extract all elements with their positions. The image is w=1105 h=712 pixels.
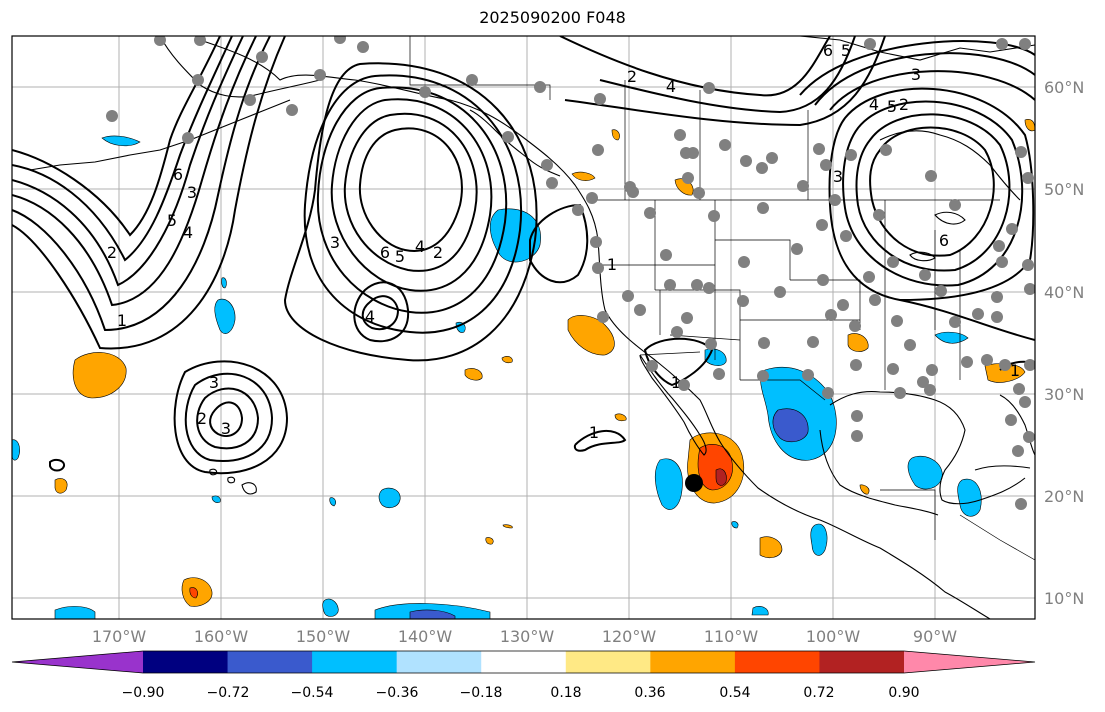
contour-label: 2 bbox=[197, 409, 207, 428]
contour-label: 1 bbox=[589, 423, 599, 442]
lat-label: 60°N bbox=[1044, 78, 1084, 97]
contour-label: 3 bbox=[833, 167, 843, 186]
lat-labels: 60°N 50°N 40°N 30°N 20°N 10°N bbox=[1044, 78, 1084, 608]
lon-labels: 170°W 160°W 150°W 140°W 130°W 120°W 110°… bbox=[92, 627, 957, 646]
lat-label: 20°N bbox=[1044, 487, 1084, 506]
contour-label: 5 bbox=[167, 211, 177, 230]
contour-label: 6 bbox=[939, 231, 949, 250]
lon-label: 160°W bbox=[194, 627, 249, 646]
contour-label: 3 bbox=[221, 419, 231, 438]
colorbar-segment bbox=[227, 651, 313, 673]
station-markers bbox=[106, 36, 1035, 510]
contour-label: 6 bbox=[380, 243, 390, 262]
contour-label: 5 bbox=[395, 247, 405, 266]
contour-label: 3 bbox=[187, 183, 197, 202]
lon-label: 170°W bbox=[92, 627, 147, 646]
lat-label: 30°N bbox=[1044, 385, 1084, 404]
lon-label: 110°W bbox=[704, 627, 759, 646]
colorbar-tick: 0.18 bbox=[550, 685, 581, 701]
colorbar-segment bbox=[819, 651, 905, 673]
colorbar-tick: −0.36 bbox=[376, 685, 419, 701]
contour-label: 6 bbox=[823, 41, 833, 60]
colorbar-tick: 0.90 bbox=[888, 685, 919, 701]
lat-label: 40°N bbox=[1044, 283, 1084, 302]
contour-lines bbox=[12, 36, 1035, 475]
colorbar-segment bbox=[396, 651, 482, 673]
lon-label: 100°W bbox=[806, 627, 861, 646]
contour-label: 4 bbox=[869, 95, 879, 114]
contour-label: 2 bbox=[433, 243, 443, 262]
colorbar-ticks: −0.90 −0.72 −0.54 −0.36 −0.18 0.18 0.36 … bbox=[122, 685, 920, 701]
contour-label: 3 bbox=[209, 373, 219, 392]
contour-label: 1 bbox=[117, 311, 127, 330]
map-title: 2025090200 F048 bbox=[479, 8, 626, 27]
map-area: 6 5 4 3 2 1 3 6 5 4 2 4 3 2 3 1 1 1 6 5 … bbox=[12, 36, 1035, 619]
contour-label: 2 bbox=[899, 95, 909, 114]
contour-label: 2 bbox=[627, 67, 637, 86]
contour-label: 3 bbox=[330, 233, 340, 252]
colorbar-tick: −0.54 bbox=[291, 685, 334, 701]
lon-label: 140°W bbox=[398, 627, 453, 646]
lon-label: 90°W bbox=[913, 627, 957, 646]
lon-label: 120°W bbox=[602, 627, 657, 646]
colorbar-tick: −0.72 bbox=[207, 685, 250, 701]
colorbar-segment bbox=[143, 651, 229, 673]
map-frame bbox=[11, 35, 1036, 620]
contour-label: 5 bbox=[841, 41, 851, 60]
contour-label: 4 bbox=[415, 237, 425, 256]
lon-label: 130°W bbox=[500, 627, 555, 646]
colorbar bbox=[11, 650, 1036, 674]
contour-label: 1 bbox=[607, 255, 617, 274]
colorbar-tick: 0.36 bbox=[634, 685, 665, 701]
contour-label: 4 bbox=[666, 77, 676, 96]
colorbar-extend-high bbox=[904, 651, 1035, 673]
colorbar-segment bbox=[565, 651, 651, 673]
lat-label: 50°N bbox=[1044, 180, 1084, 199]
shaded-fields bbox=[12, 119, 1035, 619]
contour-label: 5 bbox=[887, 97, 897, 116]
contour-label: 1 bbox=[671, 373, 681, 392]
colorbar-outline bbox=[11, 650, 1036, 674]
storm-center-marker bbox=[685, 474, 703, 492]
colorbar-segment bbox=[481, 651, 567, 673]
contour-label: 2 bbox=[107, 243, 117, 262]
contour-label: 3 bbox=[911, 65, 921, 84]
colorbar-tick: 0.72 bbox=[803, 685, 834, 701]
lat-label: 10°N bbox=[1044, 589, 1084, 608]
colorbar-segment bbox=[650, 651, 736, 673]
political-borders bbox=[409, 36, 1035, 561]
contour-label: 1 bbox=[1010, 361, 1020, 380]
colorbar-tick: −0.18 bbox=[460, 685, 503, 701]
contour-labels: 6 5 4 3 2 1 3 6 5 4 2 4 3 2 3 1 1 1 6 5 … bbox=[107, 41, 1020, 442]
colorbar-segment bbox=[734, 651, 820, 673]
colorbar-tick: 0.54 bbox=[719, 685, 750, 701]
contour-label: 6 bbox=[173, 165, 183, 184]
colorbar-tick: −0.90 bbox=[122, 685, 165, 701]
lon-label: 150°W bbox=[296, 627, 351, 646]
contour-label: 4 bbox=[365, 307, 375, 326]
colorbar-segment bbox=[312, 651, 398, 673]
colorbar-extend-low bbox=[12, 651, 143, 673]
contour-label: 4 bbox=[183, 223, 193, 242]
